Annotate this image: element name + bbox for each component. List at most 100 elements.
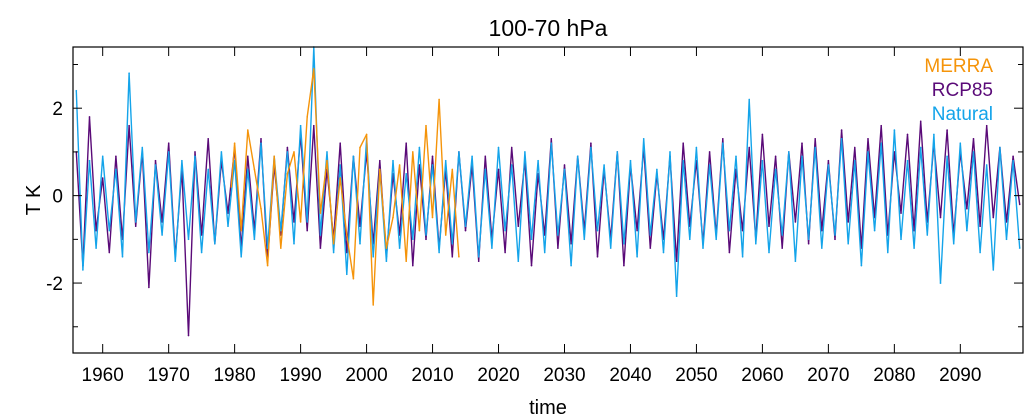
data-point [425, 238, 427, 241]
data-point [675, 260, 678, 263]
data-point [431, 216, 434, 219]
data-point [867, 151, 869, 153]
data-point [405, 260, 408, 263]
data-point [807, 238, 810, 241]
data-point [906, 159, 909, 162]
data-point [227, 225, 229, 227]
data-point [814, 146, 816, 149]
data-point [946, 129, 948, 131]
data-point [695, 146, 698, 149]
data-point [840, 138, 843, 140]
data-point [247, 155, 249, 158]
data-point [458, 151, 460, 153]
data-point [517, 225, 520, 227]
data-point [286, 173, 289, 175]
data-point [788, 151, 790, 153]
data-point [438, 98, 440, 101]
data-point [444, 234, 447, 236]
data-point [761, 159, 764, 162]
data-point [220, 151, 223, 153]
data-point [412, 264, 414, 267]
data-point [576, 155, 579, 158]
plot-frame [72, 46, 1024, 354]
data-point [840, 129, 843, 131]
data-point [332, 242, 335, 245]
data-point [464, 229, 467, 232]
series-line-natural [75, 46, 1021, 297]
data-point [392, 216, 394, 219]
data-point [372, 255, 375, 258]
data-point [134, 221, 137, 223]
data-point [689, 238, 691, 241]
data-point [339, 164, 342, 166]
data-point [708, 164, 711, 166]
data-point [642, 138, 645, 140]
data-point [425, 124, 427, 127]
data-point [187, 238, 190, 241]
data-point [530, 238, 533, 241]
data-point [332, 251, 335, 254]
x-axis-label: time [529, 397, 567, 417]
x-tick-label: 2010 [411, 365, 453, 386]
data-point [75, 89, 78, 92]
data-point [497, 146, 500, 149]
data-point [979, 225, 981, 227]
series-rcp85 [75, 116, 1021, 337]
x-tick-label: 1960 [82, 365, 124, 386]
data-point [240, 255, 242, 258]
data-point [247, 168, 249, 171]
data-point [682, 142, 684, 144]
data-point [379, 168, 381, 171]
data-point [550, 138, 553, 140]
data-point [444, 159, 447, 162]
data-point [596, 255, 599, 258]
data-point [398, 247, 401, 249]
data-point [101, 155, 104, 158]
x-tick-label: 2090 [939, 365, 981, 386]
data-point [352, 155, 355, 158]
data-point [451, 255, 454, 258]
data-point [233, 142, 236, 144]
data-point [880, 142, 882, 144]
data-point [992, 269, 995, 271]
data-point [319, 212, 322, 214]
data-point [854, 146, 856, 149]
data-point [603, 164, 605, 166]
data-point [873, 229, 876, 232]
data-point [755, 242, 757, 245]
data-point [326, 159, 328, 162]
data-point [280, 247, 282, 249]
data-point [966, 207, 968, 210]
data-point [194, 155, 196, 158]
data-point [583, 238, 586, 241]
y-tick-label: -2 [46, 274, 63, 295]
data-point [260, 142, 262, 144]
data-point [616, 151, 619, 153]
data-point [227, 212, 229, 214]
data-point [405, 142, 408, 144]
data-point [834, 238, 836, 241]
data-point [735, 155, 737, 158]
data-point [346, 251, 348, 254]
data-point [510, 146, 513, 149]
data-point [537, 159, 539, 162]
data-point [431, 155, 434, 158]
data-point [286, 146, 289, 149]
data-point [95, 247, 97, 249]
data-point [293, 151, 295, 153]
data-point [405, 173, 408, 175]
data-point [919, 120, 922, 123]
data-point [412, 238, 414, 241]
legend-entry-merra: MERRA [924, 56, 993, 77]
data-point [313, 124, 315, 127]
data-point [504, 229, 506, 232]
data-point [214, 242, 216, 245]
data-point [913, 247, 915, 249]
data-point [919, 146, 922, 149]
x-tick-label: 2020 [477, 365, 519, 386]
data-point [253, 168, 256, 171]
data-point [722, 138, 724, 140]
x-tick-label: 1970 [148, 365, 190, 386]
data-point [926, 234, 929, 236]
data-point [418, 146, 421, 149]
